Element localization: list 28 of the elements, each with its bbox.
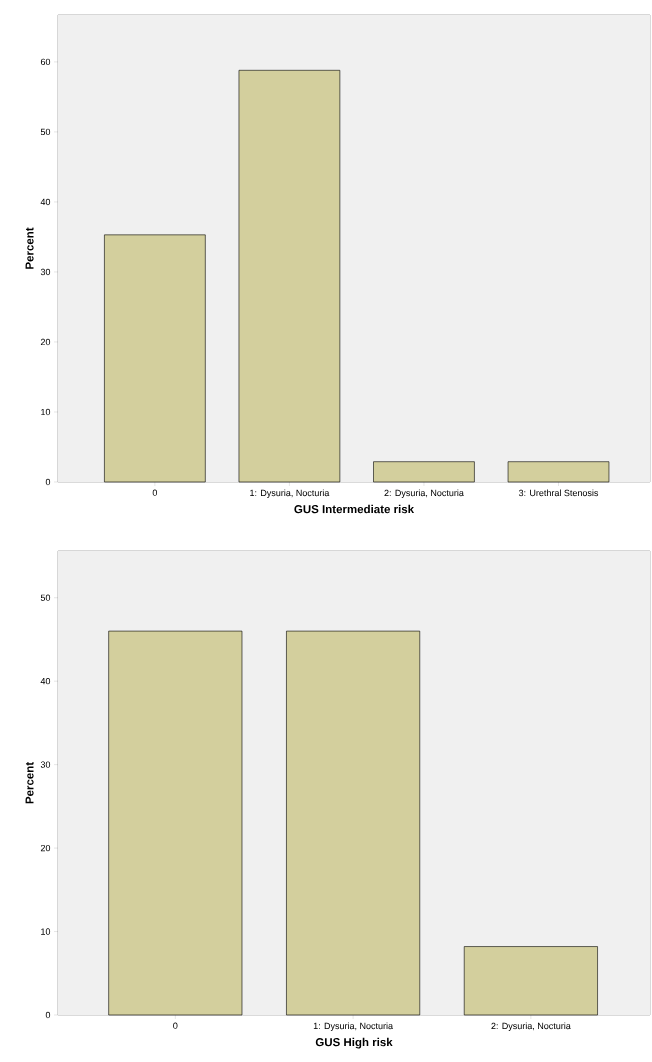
y-tick-label: 10	[41, 408, 51, 416]
x-tick-label: 2: Dysuria, Nocturia	[384, 489, 464, 498]
x-tick-label: 0	[152, 489, 158, 496]
bar	[238, 70, 341, 483]
y-tick-label: 40	[40, 198, 51, 206]
y-tick-label: 40	[40, 677, 51, 685]
y-tick-label: 20	[40, 844, 51, 852]
bar	[507, 461, 610, 483]
x-axis-title: GUS Intermediate risk	[294, 504, 415, 514]
y-tick-label: 20	[40, 338, 51, 346]
x-tick-label: 2: Dysuria, Nocturia	[491, 1022, 571, 1031]
x-axis-title: GUS High risk	[315, 1037, 393, 1049]
bar	[104, 234, 206, 483]
x-tick-label: 1: Dysuria, Nocturia	[250, 489, 330, 498]
y-tick-label: 50	[40, 594, 51, 601]
y-tick-label: 10	[41, 928, 51, 935]
y-tick-label: 30	[40, 761, 51, 768]
x-tick-label: 3: Urethral Stenosis	[518, 489, 599, 497]
x-tick-label: 1: Dysuria, Nocturia	[313, 1022, 394, 1031]
y-axis-title: Percent	[25, 227, 34, 269]
bar	[373, 461, 475, 483]
y-axis-title: Percent	[25, 762, 34, 804]
y-tick-label: 0	[45, 1011, 51, 1019]
y-tick-label: 0	[45, 478, 51, 486]
x-tick-label: 0	[173, 1022, 178, 1029]
y-tick-label: 50	[40, 128, 51, 136]
y-tick-label: 60	[40, 58, 51, 66]
y-tick-label: 30	[40, 268, 51, 276]
